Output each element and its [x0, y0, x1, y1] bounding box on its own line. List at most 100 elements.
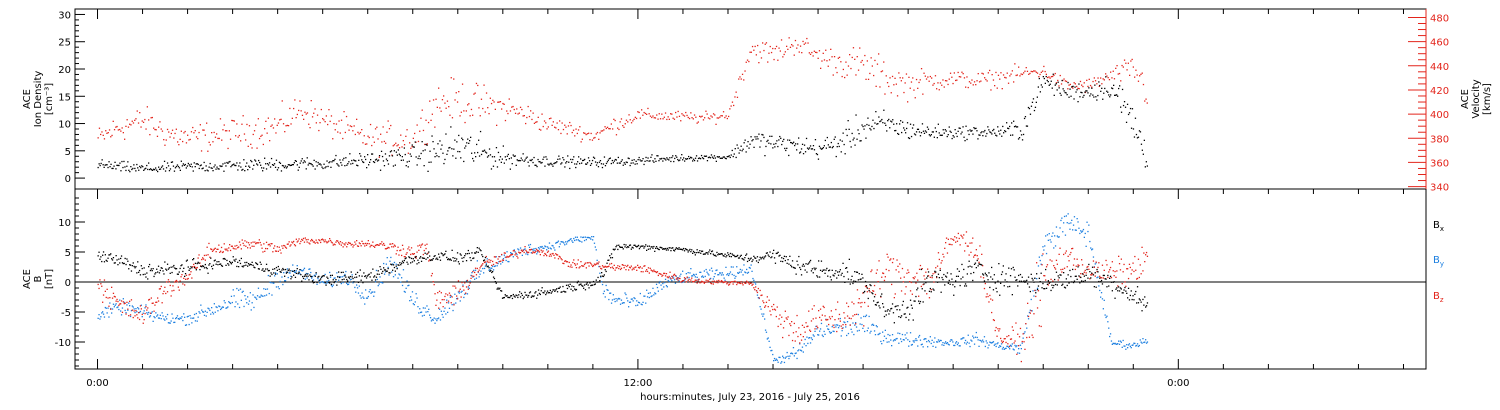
density-series-point	[921, 123, 924, 125]
velocity-series-point	[1089, 84, 1092, 87]
by-series-point	[690, 268, 692, 270]
by-series-point	[238, 306, 241, 309]
by-series-point	[227, 306, 229, 308]
by-series-point	[207, 307, 209, 309]
velocity-series-point	[434, 126, 436, 128]
bz-series-point	[928, 297, 931, 299]
velocity-series-point	[1144, 100, 1146, 102]
bz-series-point	[683, 277, 686, 279]
bz-series-point	[144, 312, 146, 315]
bz-series-point	[532, 251, 534, 253]
velocity-series-point	[714, 114, 716, 116]
velocity-series-point	[980, 80, 982, 82]
velocity-series-point	[1028, 73, 1030, 75]
bz-series-point	[1129, 266, 1131, 269]
bz-series-point	[241, 239, 243, 241]
bz-series-point	[1053, 265, 1055, 267]
density-series-point	[446, 153, 448, 155]
bz-series-point	[702, 281, 705, 283]
bz-series-point	[1120, 258, 1122, 260]
by-series-point	[537, 247, 540, 249]
by-series-point	[1105, 316, 1107, 319]
density-series-point	[555, 162, 557, 164]
density-series-point	[407, 166, 409, 168]
density-series-point	[425, 143, 427, 146]
velocity-series-point	[965, 86, 967, 88]
bz-series-point	[850, 317, 852, 320]
by-series-point	[1028, 311, 1031, 314]
density-series-point	[383, 165, 386, 167]
by-series-point	[920, 344, 922, 346]
density-series-point	[700, 154, 703, 157]
velocity-series-point	[501, 108, 503, 110]
density-series-point	[898, 133, 900, 135]
by-series-point	[951, 339, 953, 341]
by-series-point	[895, 338, 897, 340]
velocity-series-point	[386, 131, 388, 133]
density-series-point	[561, 162, 563, 164]
bz-series-point	[1109, 269, 1111, 271]
density-series-point	[1075, 91, 1077, 93]
by-series-point	[781, 361, 783, 363]
by-series-point	[177, 318, 179, 320]
bz-series-point	[1088, 268, 1090, 270]
density-series-point	[179, 169, 181, 171]
velocity-series-point	[760, 57, 763, 59]
bz-series-point	[471, 275, 473, 277]
density-series-point	[416, 164, 418, 166]
bx-series-point	[614, 248, 616, 250]
velocity-series-point	[406, 129, 408, 131]
density-series-point	[482, 150, 485, 152]
by-series-point	[524, 248, 526, 250]
by-series-point	[1089, 240, 1091, 243]
by-series-point	[663, 286, 665, 288]
density-series-point	[836, 146, 838, 148]
density-series-point	[176, 164, 179, 166]
by-series-point	[974, 336, 977, 338]
bz-series-point	[640, 271, 642, 273]
velocity-series-point	[298, 109, 300, 112]
bz-series-point	[404, 256, 406, 258]
bz-series-point	[441, 299, 443, 301]
by-series-point	[397, 277, 399, 279]
by-series-point	[161, 312, 163, 314]
by-series-point	[917, 345, 919, 347]
bz-series-point	[1004, 338, 1006, 340]
bx-series-point	[397, 264, 399, 266]
by-series-point	[421, 315, 424, 317]
by-series-point	[994, 343, 996, 345]
bz-series-point	[216, 248, 218, 250]
by-series-point	[505, 259, 507, 262]
density-series-point	[445, 133, 447, 135]
density-series-point	[1050, 80, 1052, 82]
bz-series-point	[268, 243, 270, 245]
bx-series-point	[323, 275, 325, 277]
by-series-point	[939, 339, 941, 342]
by-series-point	[602, 292, 605, 295]
by-series-point	[571, 240, 573, 242]
bx-series-point	[329, 282, 331, 284]
bx-series-point	[120, 255, 123, 257]
by-series-point	[435, 318, 437, 320]
by-series-point	[646, 289, 648, 291]
velocity-series-point	[255, 124, 257, 126]
bz-series-point	[723, 281, 725, 283]
bz-series-point	[1058, 253, 1060, 255]
bx-series-point	[426, 253, 428, 255]
by-series-point	[1113, 343, 1115, 345]
density-series-point	[465, 145, 467, 147]
by-series-point	[457, 291, 460, 293]
velocity-series-point	[253, 130, 256, 132]
density-series-point	[656, 155, 658, 157]
by-series-point	[229, 302, 232, 305]
bz-series-point	[926, 293, 928, 295]
density-series-point	[388, 155, 391, 157]
by-series-point	[945, 342, 948, 345]
velocity-series-point	[538, 128, 541, 130]
velocity-series-point	[709, 118, 711, 120]
bz-series-point	[120, 303, 122, 305]
by-series-point	[105, 307, 107, 309]
bz-series-point	[296, 241, 298, 243]
bz-series-point	[1131, 269, 1133, 271]
bx-series-point	[146, 272, 148, 274]
